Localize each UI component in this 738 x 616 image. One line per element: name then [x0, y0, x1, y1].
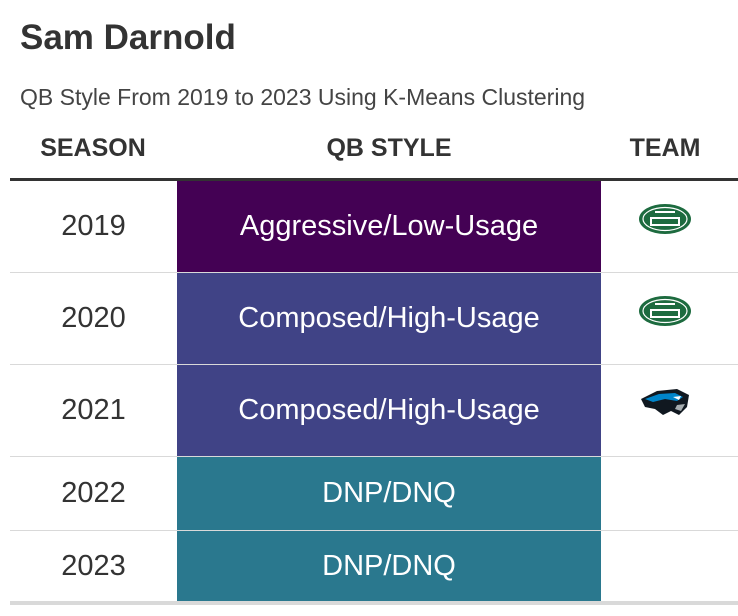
- qb-style-cell: Aggressive/Low-Usage: [177, 181, 601, 272]
- jets-logo-icon: [639, 296, 691, 326]
- season-column-header: SEASON: [40, 134, 146, 162]
- team-cell: [601, 273, 729, 364]
- table-row: 2021 Composed/High-Usage: [10, 365, 738, 457]
- qb-style-cell: DNP/DNQ: [177, 531, 601, 601]
- panthers-logo-icon: [641, 389, 689, 415]
- header-divider: [10, 178, 738, 181]
- qb-style-cell: Composed/High-Usage: [177, 273, 601, 364]
- qb-style-cell: Composed/High-Usage: [177, 365, 601, 456]
- season-cell: 2022: [61, 477, 126, 509]
- table-row: 2022 DNP/DNQ: [10, 457, 738, 531]
- chart-subtitle: QB Style From 2019 to 2023 Using K-Means…: [20, 84, 586, 110]
- season-cell: 2020: [61, 302, 126, 334]
- table-row: 2020 Composed/High-Usage: [10, 273, 738, 365]
- table-row: 2019 Aggressive/Low-Usage: [10, 181, 738, 273]
- jets-logo-icon: [639, 204, 691, 234]
- team-cell: [601, 181, 729, 272]
- team-cell: [601, 457, 729, 530]
- season-cell: 2021: [61, 394, 126, 426]
- chart-title: Sam Darnold: [20, 18, 236, 57]
- table-row: 2023 DNP/DNQ: [10, 531, 738, 605]
- season-cell: 2019: [61, 210, 126, 242]
- team-column-header: TEAM: [629, 134, 701, 162]
- table-body: 2019 Aggressive/Low-Usage 2020 Composed/Hig…: [10, 181, 738, 605]
- season-cell: 2023: [61, 549, 126, 582]
- qb-style-cell: DNP/DNQ: [177, 457, 601, 530]
- team-cell: [601, 531, 729, 601]
- qb-style-column-header: QB STYLE: [326, 134, 452, 162]
- team-cell: [601, 365, 729, 456]
